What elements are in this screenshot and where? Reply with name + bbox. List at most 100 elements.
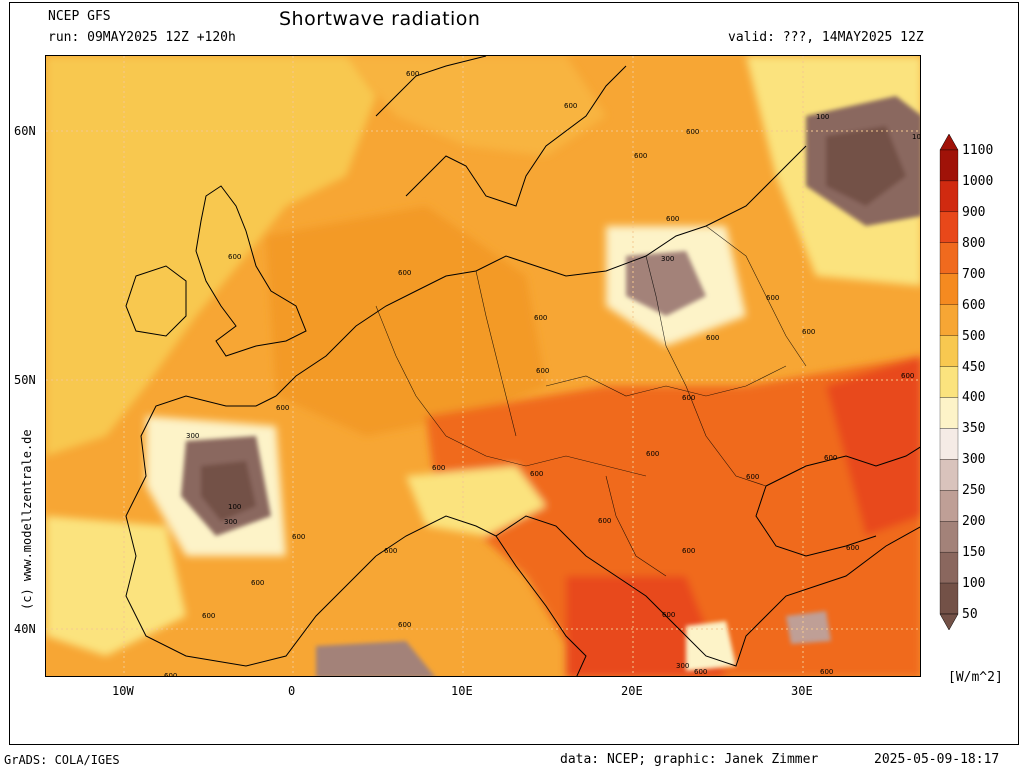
colorbar-band <box>939 335 959 367</box>
svg-text:600: 600 <box>202 612 215 620</box>
figure-frame <box>9 2 1019 745</box>
valid-time: valid: ???, 14MAY2025 12Z <box>728 30 924 45</box>
svg-text:600: 600 <box>276 404 289 412</box>
svg-text:300: 300 <box>224 518 237 526</box>
coastlines <box>125 56 920 676</box>
colorbar-band <box>939 397 959 429</box>
cell-turkey <box>786 611 831 644</box>
cell-balearic <box>316 641 435 676</box>
colorbar-level-label: 250 <box>962 483 986 499</box>
colorbar-band <box>939 459 959 491</box>
lon-tick-10e: 10E <box>451 684 473 698</box>
colorbar-level-label: 50 <box>962 607 978 622</box>
colorbar-level-label: 900 <box>962 204 986 220</box>
website-credit: (c) www.modellzentrale.de <box>20 429 34 610</box>
svg-text:600: 600 <box>384 547 397 555</box>
run-info: run: 09MAY2025 12Z +120h <box>48 30 236 45</box>
colorbar-band <box>939 428 959 460</box>
colorbar-level-label: 350 <box>962 421 986 437</box>
colorbar-band <box>939 211 959 243</box>
colorbar-level-label: 100 <box>962 576 986 592</box>
field-central-europe <box>266 206 546 436</box>
colorbar-level-label: 450 <box>962 359 986 375</box>
colorbar-level-label: 150 <box>962 545 986 561</box>
cell-poland <box>626 251 706 316</box>
svg-text:300: 300 <box>676 662 689 670</box>
colorbar-level-label: 1100 <box>962 143 994 158</box>
svg-text:600: 600 <box>164 672 177 677</box>
svg-text:600: 600 <box>398 269 411 277</box>
lat-tick-60n: 60N <box>14 124 36 138</box>
lon-tick-10w: 10W <box>112 684 134 698</box>
contour-labels: 600 600 600 600 100 10 600 300 600 600 6… <box>164 70 921 677</box>
colorbar-level-label: 300 <box>962 452 986 468</box>
map-canvas: 600 600 600 600 100 10 600 300 600 600 6… <box>46 56 921 677</box>
colorbar-band <box>939 521 959 553</box>
svg-text:600: 600 <box>228 253 241 261</box>
svg-text:600: 600 <box>694 668 707 676</box>
colorbar-min-arrow <box>939 613 959 630</box>
cell-russia-core <box>826 126 906 206</box>
svg-text:600: 600 <box>662 611 675 619</box>
svg-text:600: 600 <box>406 70 419 78</box>
svg-text:300: 300 <box>661 255 674 263</box>
colorbar-unit: [W/m^2] <box>948 670 1003 685</box>
colorbar <box>939 134 959 630</box>
colorbar-band <box>939 366 959 398</box>
svg-text:600: 600 <box>251 579 264 587</box>
svg-text:600: 600 <box>746 473 759 481</box>
field-southeast <box>426 356 920 676</box>
borders <box>375 225 807 577</box>
svg-text:600: 600 <box>706 334 719 342</box>
footer-timestamp: 2025-05-09-18:17 <box>874 752 1000 767</box>
svg-text:100: 100 <box>816 113 829 121</box>
svg-text:600: 600 <box>686 128 699 136</box>
svg-text:600: 600 <box>634 152 647 160</box>
colorbar-level-label: 600 <box>962 297 986 313</box>
svg-text:600: 600 <box>682 547 695 555</box>
svg-text:600: 600 <box>820 668 833 676</box>
lat-tick-40n: 40N <box>14 622 36 636</box>
radiation-map: 600 600 600 600 100 10 600 300 600 600 6… <box>45 55 921 677</box>
svg-text:600: 600 <box>646 450 659 458</box>
svg-text:10: 10 <box>912 133 921 141</box>
svg-text:600: 600 <box>536 367 549 375</box>
model-name: NCEP GFS <box>48 9 111 24</box>
footer-credit: data: NCEP; graphic: Janek Zimmer <box>560 752 819 767</box>
colorbar-max-arrow <box>939 134 959 151</box>
colorbar-level-label: 200 <box>962 514 986 530</box>
colorbar-band <box>939 582 959 615</box>
svg-text:600: 600 <box>598 517 611 525</box>
field-iberia-west <box>46 516 186 656</box>
colorbar-level-label: 700 <box>962 266 986 282</box>
colorbar-level-label: 400 <box>962 390 986 406</box>
svg-text:300: 300 <box>186 432 199 440</box>
svg-text:600: 600 <box>534 314 547 322</box>
map-title: Shortwave radiation <box>279 8 481 30</box>
graticule <box>46 56 920 676</box>
svg-text:600: 600 <box>564 102 577 110</box>
svg-text:600: 600 <box>398 621 411 629</box>
colorbar-band <box>939 490 959 522</box>
field-balkans <box>566 576 726 676</box>
svg-text:600: 600 <box>432 464 445 472</box>
svg-text:600: 600 <box>292 533 305 541</box>
svg-text:600: 600 <box>766 294 779 302</box>
colorbar-level-label: 1000 <box>962 173 994 189</box>
svg-text:600: 600 <box>530 470 543 478</box>
svg-text:600: 600 <box>824 454 837 462</box>
lon-tick-30e: 30E <box>791 684 813 698</box>
colorbar-band <box>939 273 959 305</box>
colorbar-band <box>939 304 959 336</box>
svg-text:100: 100 <box>228 503 241 511</box>
cell-greece <box>686 621 736 671</box>
colorbar-band <box>939 242 959 274</box>
lon-tick-20e: 20E <box>621 684 643 698</box>
colorbar-band <box>939 180 959 213</box>
colorbar-level-label: 800 <box>962 235 986 251</box>
svg-text:600: 600 <box>666 215 679 223</box>
colorbar-level-label: 500 <box>962 328 986 344</box>
field-black-sea <box>826 356 920 536</box>
footer-grads: GrADS: COLA/IGES <box>4 753 120 767</box>
colorbar-band <box>939 149 959 182</box>
